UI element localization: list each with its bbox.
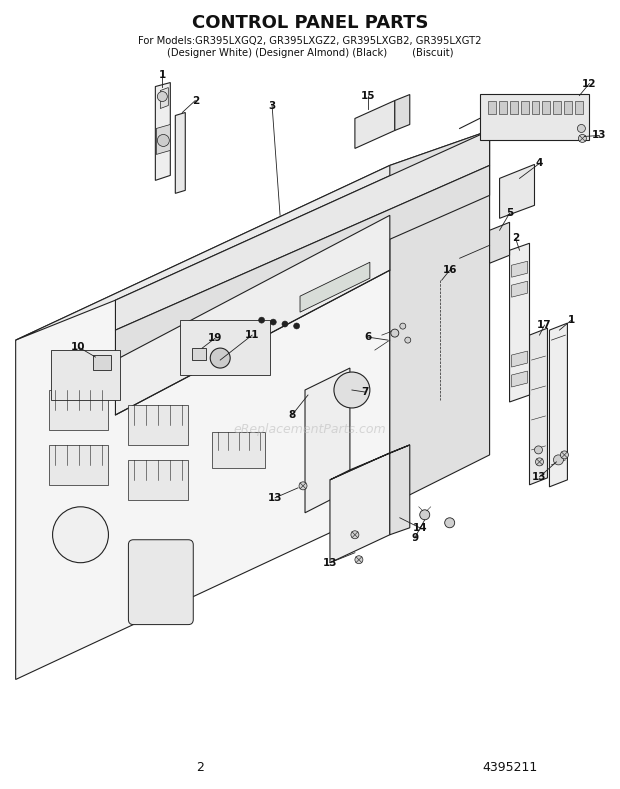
Polygon shape bbox=[512, 371, 528, 387]
Polygon shape bbox=[115, 130, 490, 330]
Circle shape bbox=[270, 319, 277, 325]
Text: 1: 1 bbox=[159, 69, 166, 80]
Text: 13: 13 bbox=[268, 493, 282, 503]
Circle shape bbox=[536, 458, 544, 466]
Polygon shape bbox=[500, 164, 534, 219]
Polygon shape bbox=[212, 432, 265, 468]
Polygon shape bbox=[16, 130, 490, 340]
Circle shape bbox=[554, 455, 564, 465]
Text: 5: 5 bbox=[506, 208, 513, 219]
Text: 12: 12 bbox=[582, 79, 596, 88]
Text: 8: 8 bbox=[288, 410, 296, 420]
Circle shape bbox=[299, 482, 307, 490]
Text: 6: 6 bbox=[364, 332, 371, 342]
Polygon shape bbox=[512, 351, 528, 367]
Polygon shape bbox=[300, 262, 370, 312]
Polygon shape bbox=[512, 281, 528, 297]
Text: 9: 9 bbox=[411, 533, 418, 543]
Text: 4395211: 4395211 bbox=[482, 761, 537, 774]
Polygon shape bbox=[330, 445, 410, 480]
Circle shape bbox=[53, 507, 108, 563]
Text: eReplacementParts.com: eReplacementParts.com bbox=[234, 424, 386, 436]
Circle shape bbox=[445, 518, 454, 528]
Polygon shape bbox=[115, 166, 490, 360]
Text: 14: 14 bbox=[412, 523, 427, 533]
Polygon shape bbox=[16, 166, 390, 679]
Circle shape bbox=[420, 510, 430, 520]
Polygon shape bbox=[549, 323, 567, 487]
Polygon shape bbox=[115, 215, 390, 415]
Polygon shape bbox=[128, 405, 188, 445]
Circle shape bbox=[294, 323, 299, 329]
Polygon shape bbox=[529, 328, 547, 485]
Text: 15: 15 bbox=[361, 91, 375, 100]
Bar bbox=[94, 355, 112, 370]
Text: 13: 13 bbox=[532, 472, 547, 482]
Polygon shape bbox=[395, 95, 410, 130]
Text: 3: 3 bbox=[268, 100, 276, 110]
Polygon shape bbox=[51, 350, 120, 400]
Text: For Models:GR395LXGQ2, GR395LXGZ2, GR395LXGB2, GR395LXGT2: For Models:GR395LXGQ2, GR395LXGZ2, GR395… bbox=[138, 36, 482, 46]
Polygon shape bbox=[180, 320, 270, 375]
Bar bbox=[192, 348, 206, 360]
Polygon shape bbox=[490, 222, 510, 264]
Circle shape bbox=[282, 321, 288, 327]
Text: 2: 2 bbox=[512, 234, 519, 243]
Polygon shape bbox=[390, 130, 490, 505]
Circle shape bbox=[405, 337, 411, 343]
Text: 13: 13 bbox=[322, 558, 337, 568]
Polygon shape bbox=[161, 88, 168, 109]
Text: 17: 17 bbox=[537, 320, 552, 330]
Text: CONTROL PANEL PARTS: CONTROL PANEL PARTS bbox=[192, 13, 428, 32]
Polygon shape bbox=[156, 125, 171, 155]
Bar bbox=[510, 100, 518, 114]
Text: 1: 1 bbox=[568, 315, 575, 325]
Circle shape bbox=[210, 348, 230, 368]
Circle shape bbox=[157, 92, 167, 102]
Circle shape bbox=[355, 555, 363, 563]
Text: 10: 10 bbox=[71, 342, 86, 352]
Bar bbox=[542, 100, 551, 114]
Polygon shape bbox=[156, 83, 171, 181]
Bar bbox=[564, 100, 572, 114]
Circle shape bbox=[157, 134, 169, 147]
Bar bbox=[498, 100, 507, 114]
Bar bbox=[575, 100, 583, 114]
FancyBboxPatch shape bbox=[128, 540, 193, 625]
Circle shape bbox=[391, 329, 399, 337]
Polygon shape bbox=[305, 368, 350, 513]
Bar bbox=[521, 100, 528, 114]
Polygon shape bbox=[355, 100, 395, 148]
Polygon shape bbox=[390, 445, 410, 535]
Bar bbox=[531, 100, 539, 114]
Polygon shape bbox=[128, 460, 188, 499]
Circle shape bbox=[351, 531, 359, 539]
Polygon shape bbox=[330, 453, 390, 563]
Circle shape bbox=[400, 323, 405, 329]
Circle shape bbox=[534, 446, 542, 454]
Polygon shape bbox=[510, 243, 529, 402]
Polygon shape bbox=[175, 113, 185, 193]
Polygon shape bbox=[48, 390, 108, 430]
Circle shape bbox=[578, 134, 587, 143]
Text: (Designer White) (Designer Almond) (Black)        (Biscuit): (Designer White) (Designer Almond) (Blac… bbox=[167, 47, 453, 58]
Polygon shape bbox=[480, 94, 590, 140]
Circle shape bbox=[259, 317, 265, 323]
Polygon shape bbox=[512, 261, 528, 277]
Text: 16: 16 bbox=[443, 265, 457, 275]
Text: 2: 2 bbox=[192, 95, 199, 106]
Bar bbox=[554, 100, 562, 114]
Polygon shape bbox=[48, 445, 108, 485]
Text: 13: 13 bbox=[592, 130, 606, 140]
Text: 11: 11 bbox=[245, 330, 259, 340]
Circle shape bbox=[560, 451, 569, 459]
Text: 4: 4 bbox=[536, 159, 543, 168]
Bar bbox=[487, 100, 495, 114]
Text: 19: 19 bbox=[208, 333, 223, 343]
Text: 2: 2 bbox=[197, 761, 204, 774]
Text: 7: 7 bbox=[361, 387, 368, 397]
Circle shape bbox=[334, 372, 370, 408]
Circle shape bbox=[577, 125, 585, 133]
